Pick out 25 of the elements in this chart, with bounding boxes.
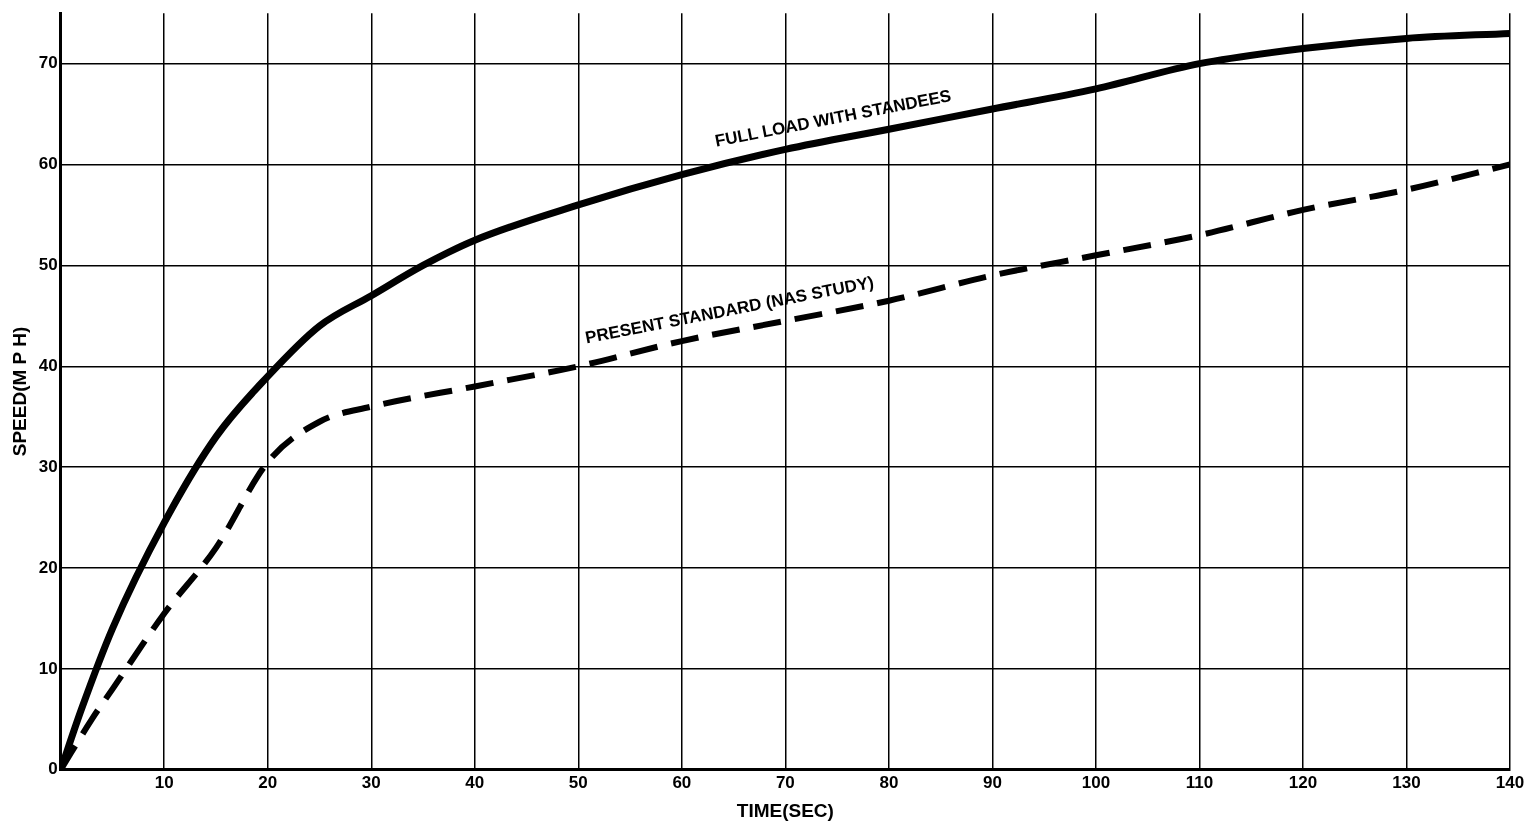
- text: FULL LOAD WITH STANDEES: [713, 86, 953, 151]
- y-tick-label: 0: [48, 759, 58, 779]
- y-tick-label: 70: [38, 53, 58, 73]
- x-tick-label: 20: [258, 772, 278, 792]
- y-tick-label: 10: [38, 658, 58, 678]
- y-tick-label: 30: [38, 456, 58, 476]
- y-tick-label: 40: [38, 355, 58, 375]
- x-tick-label: 70: [775, 772, 795, 792]
- x-tick-label: 50: [568, 772, 588, 792]
- y-tick-label: 20: [38, 557, 58, 577]
- y-tick-label: 50: [38, 255, 58, 275]
- x-tick-label: 30: [361, 772, 381, 792]
- x-tick-label: 120: [1288, 772, 1318, 792]
- x-tick-label: 130: [1392, 772, 1421, 792]
- x-axis-title: TIME(SEC): [736, 799, 834, 821]
- x-tick-label: 10: [154, 772, 174, 792]
- y-axis-title: SPEED(M P H): [8, 326, 30, 457]
- x-tick-label: 40: [465, 772, 485, 792]
- x-tick-label: 80: [879, 772, 899, 792]
- x-tick-label: 90: [982, 772, 1002, 792]
- x-tick-label: 60: [672, 772, 692, 792]
- x-tick-label: 110: [1185, 772, 1214, 792]
- y-tick-label: 60: [38, 154, 58, 174]
- x-tick-label: 140: [1495, 772, 1525, 792]
- x-tick-label: 100: [1081, 772, 1111, 792]
